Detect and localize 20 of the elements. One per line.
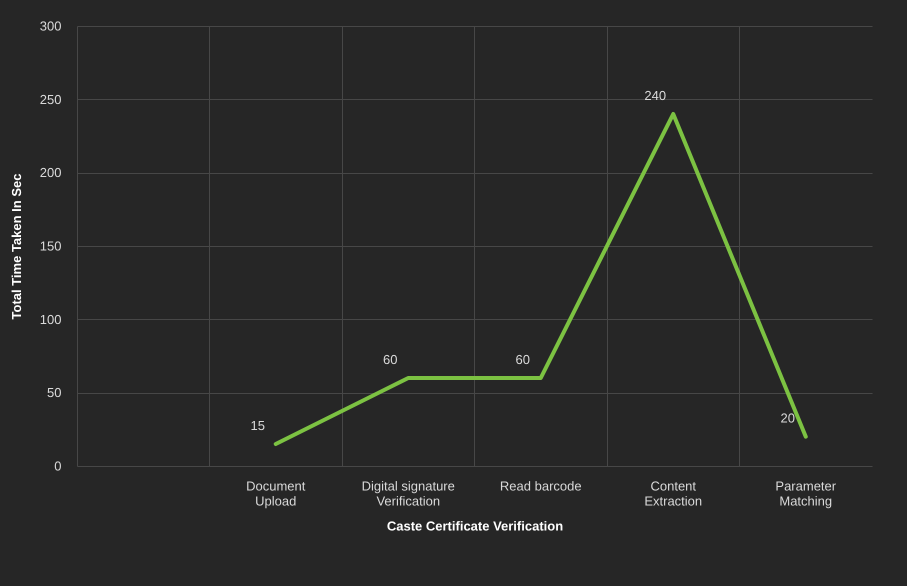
x-tick-label: Document Upload: [246, 478, 306, 508]
x-tick-label: Digital signature Verification: [362, 478, 455, 508]
data-label: 60: [516, 352, 530, 367]
data-label: 60: [383, 352, 398, 367]
x-tick-label: Content Extraction: [644, 478, 702, 508]
y-tick-label: 300: [40, 18, 62, 34]
y-tick-label: 0: [54, 458, 62, 474]
x-tick-label: Read barcode: [500, 478, 582, 494]
y-tick-label: 250: [40, 92, 62, 107]
data-label: 15: [250, 418, 265, 433]
x-tick-label: Parameter Matching: [775, 478, 837, 508]
data-label: 20: [780, 410, 795, 426]
line-series: [274, 112, 808, 446]
y-tick-label: 150: [40, 238, 62, 254]
y-tick-label: 50: [47, 385, 62, 400]
data-label: 240: [644, 88, 666, 103]
x-axis-title: Caste Certificate Verification: [386, 518, 564, 534]
y-tick-label: 200: [40, 165, 62, 180]
y-axis-title: Total Time Taken In Sec: [8, 174, 24, 320]
y-tick-label: 100: [40, 312, 62, 327]
